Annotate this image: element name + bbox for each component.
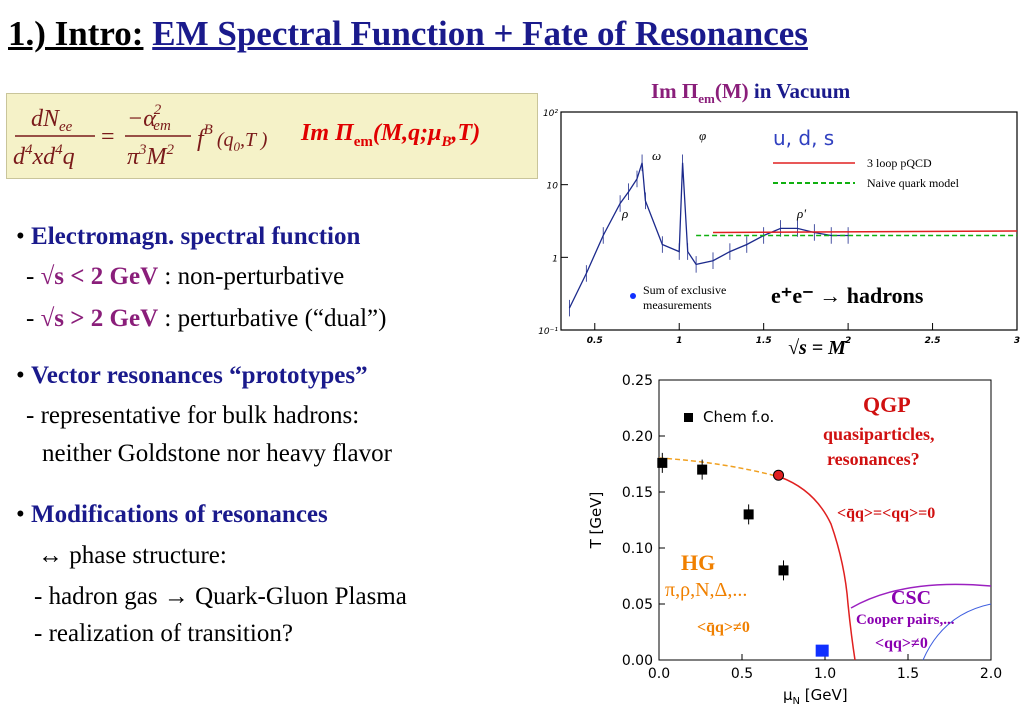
bullet-2-line-1: - representative for bulk hadrons: [26, 402, 360, 429]
formula-fb: fB (q0,T ) [197, 122, 268, 154]
formula-den: d4xd4q [13, 142, 75, 170]
bullet-1-line-2: - √s > 2 GeV : perturbative (“dual”) [26, 305, 387, 332]
spec-series-0 [568, 162, 849, 309]
formula-frac-den: π3M2 [127, 142, 175, 170]
spec-x-tick-label: 1.5 [756, 336, 772, 345]
qgp-label-3: resonances? [827, 449, 920, 469]
phase-legend: Chem f.o. [703, 408, 774, 426]
phase-diagram-chart: 0.0 0.5 1.0 1.5 2.0 0.00 0.05 0.10 0.15 0.20 0.25 … [583, 364, 1020, 708]
bullet-list: • Electromagn. spectral function - √s < … [16, 0, 576, 708]
spec-x-tick-label: 1 [676, 336, 682, 345]
phase-x-tick-label: 1.0 [814, 666, 836, 682]
chem-fo-point [743, 509, 754, 520]
phase-xlabel: μN [GeV] [783, 686, 848, 707]
csc-condensate: <qq>≠0 [875, 635, 928, 652]
spec-x-tick-label: 3 [1014, 336, 1020, 345]
nuclear-matter-point [815, 644, 829, 657]
phase-x-tick-label: 2.0 [980, 666, 1002, 682]
bullet-3-line-1: ↔ phase structure: [38, 542, 227, 569]
peak-omega-label: ω [652, 148, 661, 163]
csc-label: CSC [891, 587, 931, 609]
process-label: e⁺e⁻ → hadrons [771, 283, 924, 308]
sqrt-s-label: √s = M [788, 337, 846, 359]
qgp-label-2: quasiparticles, [823, 424, 935, 444]
phase-y-tick-label: 0.05 [622, 597, 653, 613]
qgp-label: QGP [863, 392, 911, 417]
csc-curve [850, 583, 992, 609]
bullet-1: • Electromagn. spectral function [16, 223, 361, 250]
formula-svg: dNee d4xd4q = −α2 em π3M2 fB (q0,T ) Im Πe… [13, 102, 480, 170]
phase-x-tick-label: 0.5 [731, 666, 753, 682]
formula-num: dNee [31, 106, 73, 135]
bullet-1-line-1: - √s < 2 GeV : non-perturbative [26, 263, 345, 290]
phase-ylabel: T [GeV] [587, 492, 605, 550]
chem-fo-point [778, 565, 789, 576]
spec-series-1 [712, 230, 1018, 234]
phase-diagram-svg: 0.0 0.5 1.0 1.5 2.00.000.050.100.150.200.25 … [583, 364, 1020, 708]
bullet-2-line-2: neither Goldstone nor heavy flavor [42, 440, 392, 467]
title-text: EM Spectral Function + Fate of Resonance… [152, 14, 808, 53]
legend-naive: Naive quark model [867, 176, 960, 190]
chem-fo-point [657, 457, 668, 468]
bullet-3-line-2: - hadron gas → Quark-Gluon Plasma [34, 583, 407, 610]
phase-x-tick-label: 1.5 [897, 666, 919, 682]
legend-sum-2: measurements [643, 298, 712, 312]
legend-pqcd: 3 loop pQCD [867, 156, 932, 170]
spectral-function-chart: 0.5 1 1.5 2 2.5 3 10⁻¹ 1 10 10² u, d, s 3 loop pQ… [537, 100, 1023, 346]
chem-fo-point [697, 464, 708, 475]
csc-label-2: Cooper pairs,... [856, 612, 955, 628]
qgp-condensate: <q̄q>=<qq>=0 [837, 505, 935, 522]
phase-y-tick-label: 0.10 [622, 541, 653, 557]
phase-y-tick-label: 0.25 [622, 373, 653, 389]
spec-x-tick-label: 2.5 [925, 336, 941, 345]
formula-frac-num: −α2 em [127, 102, 171, 134]
formula-box: dNee d4xd4q = −α2 em π3M2 fB (q0,T ) Im Πe… [6, 93, 538, 179]
csc-inner-curve [922, 603, 992, 661]
bullet-2: • Vector resonances “prototypes” [16, 362, 368, 389]
phase-y-tick-label: 0.20 [622, 429, 653, 445]
slide-title: 1.) Intro: EM Spectral Function + Fate o… [8, 14, 808, 54]
bullet-3: • Modifications of resonances [16, 501, 328, 528]
legend-uds: u, d, s [773, 126, 834, 150]
spec-y-tick-label: 10⁻¹ [538, 327, 558, 337]
bullet-3-line-3: - realization of transition? [34, 620, 293, 647]
spec-y-tick-label: 10² [543, 109, 558, 119]
hg-label-2: π,ρ,N,Δ,... [665, 579, 747, 601]
transition-curve [779, 476, 856, 661]
phase-y-tick-label: 0.15 [622, 485, 653, 501]
peak-rho-label: ρ [621, 206, 628, 221]
formula-im: Im Πem(M,q;μB,T) [300, 120, 480, 150]
phase-x-tick-label: 0.0 [648, 666, 670, 682]
legend-sum-marker [630, 293, 636, 299]
phase-legend-marker [684, 413, 693, 422]
hg-condensate: <q̄q>≠0 [697, 619, 750, 636]
phase-y-tick-label: 0.00 [622, 653, 653, 669]
critical-point [773, 469, 785, 481]
spectral-function-svg: 0.5 1 1.5 2 2.5 3 10⁻¹ 1 10 10² u, d, s 3 loop pQ… [538, 109, 1020, 346]
spec-x-tick-label: 2 [845, 336, 851, 345]
formula-eq: = [101, 124, 115, 150]
legend-sum-1: Sum of exclusive [643, 283, 726, 297]
hg-label: HG [681, 550, 715, 575]
spec-x-tick-label: 0.5 [587, 336, 603, 345]
spec-y-tick-label: 1 [552, 254, 558, 264]
peak-phi-label: φ [699, 128, 706, 143]
spec-y-tick-label: 10 [547, 182, 559, 192]
title-number: 1.) Intro: [8, 14, 144, 53]
peak-rhoprime-label: ρ' [796, 206, 806, 221]
vacuum-caption: Im Πem(M) in Vacuum [651, 79, 851, 107]
